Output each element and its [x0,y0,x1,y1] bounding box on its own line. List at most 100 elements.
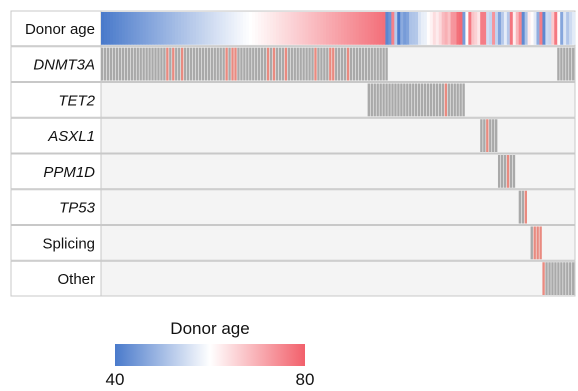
age-cell [560,12,564,45]
age-cell [124,12,129,45]
age-cell [477,12,481,45]
age-cell [340,12,345,45]
mutation-cell [293,47,296,81]
age-cell [305,12,309,45]
age-cell [266,12,271,45]
heatmap-cells [101,12,576,295]
mutation-cell [275,47,279,81]
mutation-cell [397,83,400,117]
mutation-cell [219,47,222,81]
age-cell [213,12,217,45]
age-cell [557,12,561,45]
row-label-box [10,82,102,118]
age-cell [456,12,460,45]
age-cell [453,12,457,45]
age-cell [361,12,366,45]
age-cell [429,12,434,45]
age-cell [415,12,419,45]
mutation-cell [423,83,427,117]
mutation-cell [246,47,249,81]
age-cell [127,12,132,45]
mutation-cell [263,47,267,81]
mutation-cell [109,47,113,81]
age-cell [234,12,238,45]
age-cell [323,12,327,45]
mutation-cell [456,83,459,117]
age-cell [296,12,300,45]
mutation-cell [530,226,533,260]
age-cell [355,12,360,45]
mutation-cell [509,155,513,188]
age-cell [533,12,537,45]
mutation-cell [115,47,119,81]
age-cell [109,12,114,45]
age-cell [417,12,422,45]
age-cell [420,12,425,45]
age-cell [136,12,140,45]
age-cell [237,12,241,45]
mutation-cell [536,226,539,260]
age-cell [145,12,149,45]
mutation-cell [406,83,409,117]
mutation-cell [480,119,483,152]
mutation-cell [323,47,326,81]
age-cell [216,12,220,45]
mutation-cell [160,47,163,81]
mutation-cell [169,47,172,81]
mutation-cell [518,190,522,224]
age-cell [103,12,108,45]
age-cell [275,12,280,45]
mutation-cell [228,47,231,81]
mutation-cell [563,262,566,295]
mutation-cell [524,190,527,224]
age-cell [527,12,531,45]
age-cell [444,12,449,45]
mutation-cell [539,226,542,260]
mutation-cell [441,83,445,117]
mutation-cell [136,47,139,81]
mutation-cell [415,83,418,117]
age-cell [338,12,342,45]
mutation-cell [252,47,255,81]
mutation-cell [382,83,385,117]
mutation-cell [237,47,240,81]
mutation-cell [462,83,465,117]
mutation-cell [296,47,299,81]
age-cell [373,12,377,45]
mutation-cell [412,83,415,117]
mutation-cell [216,47,219,81]
age-cell [172,12,176,45]
mutation-cell [554,262,557,295]
mutation-cell [382,47,385,81]
age-cell [569,12,573,45]
age-cell [180,12,185,45]
age-cell [483,12,487,45]
mutation-cell [349,47,353,81]
row-background [100,153,576,190]
legend-title: Donor age [170,319,249,338]
age-cell [317,12,321,45]
age-cell [497,12,502,45]
mutation-cell [166,47,169,81]
mutation-cell [195,47,199,81]
age-cell [192,12,197,45]
age-cell [112,12,117,45]
mutation-cell [112,47,116,81]
mutation-cell [450,83,453,117]
age-cell [228,12,232,45]
mutation-cell [376,47,379,81]
mutation-cell [373,83,376,117]
mutation-cell [101,47,104,81]
age-cell [563,12,567,45]
row-label-age: Donor age [25,21,95,38]
mutation-cell [269,47,273,81]
row-background [100,260,576,297]
age-cell [154,12,158,45]
age-cell [412,12,416,45]
mutation-cell [175,47,178,81]
age-cell [554,12,558,45]
age-cell [246,12,250,45]
age-cell [462,12,466,45]
row-label-other: Other [57,271,95,288]
mutation-cell [189,47,193,81]
